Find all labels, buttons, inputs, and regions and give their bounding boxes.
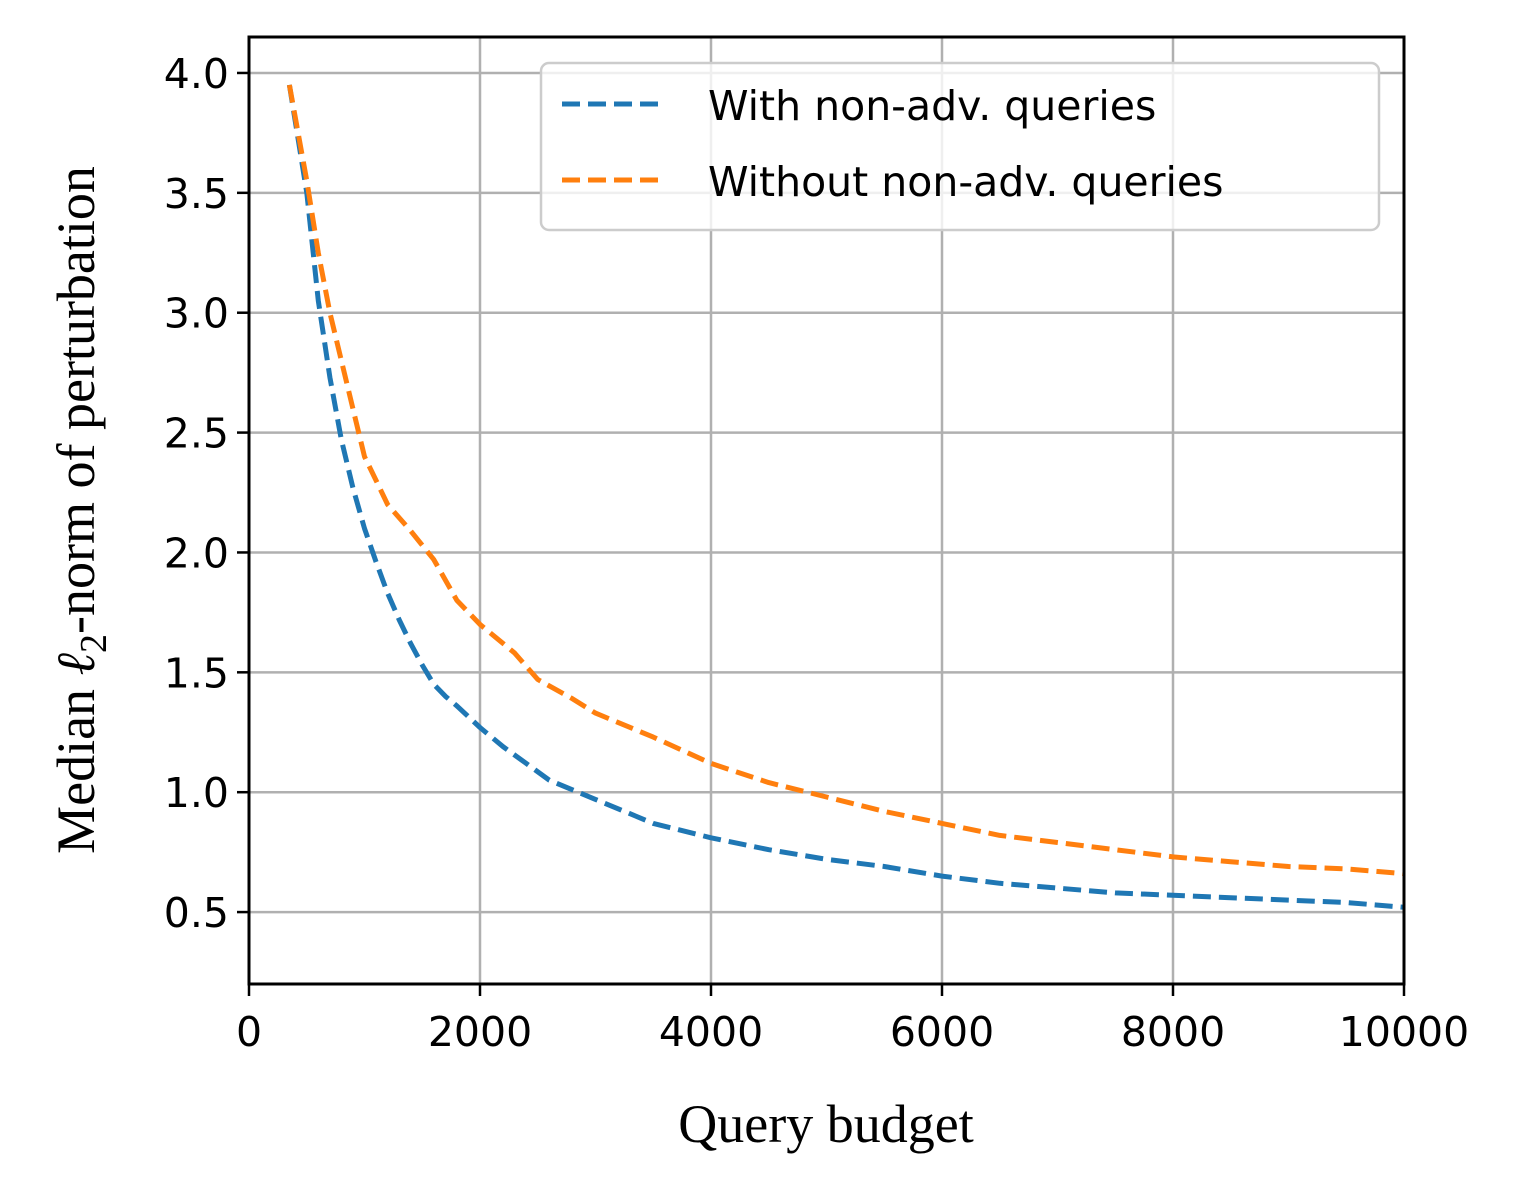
plot-frame (247, 35, 1406, 986)
y-tick-label: 2.0 (164, 529, 229, 577)
y-tick-label: 3.0 (164, 290, 229, 338)
legend-box (539, 61, 1381, 232)
x-axis-ticks: 0 2000 4000 6000 8000 10000 (236, 984, 1469, 1056)
x-axis-title: Query budget (678, 1094, 973, 1154)
x-tick-label: 0 (236, 1008, 262, 1056)
y-tick-label: 3.5 (164, 170, 229, 218)
y-axis-ticks: 0.5 1.0 1.5 2.0 2.5 3.0 3.5 4.0 (164, 50, 249, 937)
y-tick-label: 1.5 (164, 649, 229, 697)
legend: With non-adv. queries Without non-adv. q… (539, 61, 1381, 232)
y-axis-title-subscript: 2 (73, 634, 115, 653)
series-line-1 (286, 84, 1405, 877)
y-tick-label: 4.0 (164, 50, 229, 98)
y-tick-label: 2.5 (164, 410, 229, 458)
legend-label-without-non-adv: Without non-adv. queries (708, 158, 1223, 206)
y-tick-label: 1.0 (164, 769, 229, 817)
y-axis-title-symbol: ℓ (46, 652, 106, 675)
y-axis-title-prefix: Median (46, 675, 106, 853)
x-tick-label: 8000 (1121, 1008, 1225, 1056)
x-tick-label: 2000 (428, 1008, 532, 1056)
y-axis-title-suffix: -norm of perturbation (46, 166, 106, 634)
y-axis-title: Median ℓ2-norm of perturbation (46, 166, 115, 854)
legend-label-with-non-adv: With non-adv. queries (708, 82, 1156, 130)
x-tick-label: 10000 (1339, 1008, 1469, 1056)
series-lines (286, 84, 1405, 910)
x-tick-label: 6000 (890, 1008, 994, 1056)
x-tick-label: 4000 (659, 1008, 763, 1056)
y-tick-label: 0.5 (164, 889, 229, 937)
series-line-0 (286, 84, 1405, 910)
